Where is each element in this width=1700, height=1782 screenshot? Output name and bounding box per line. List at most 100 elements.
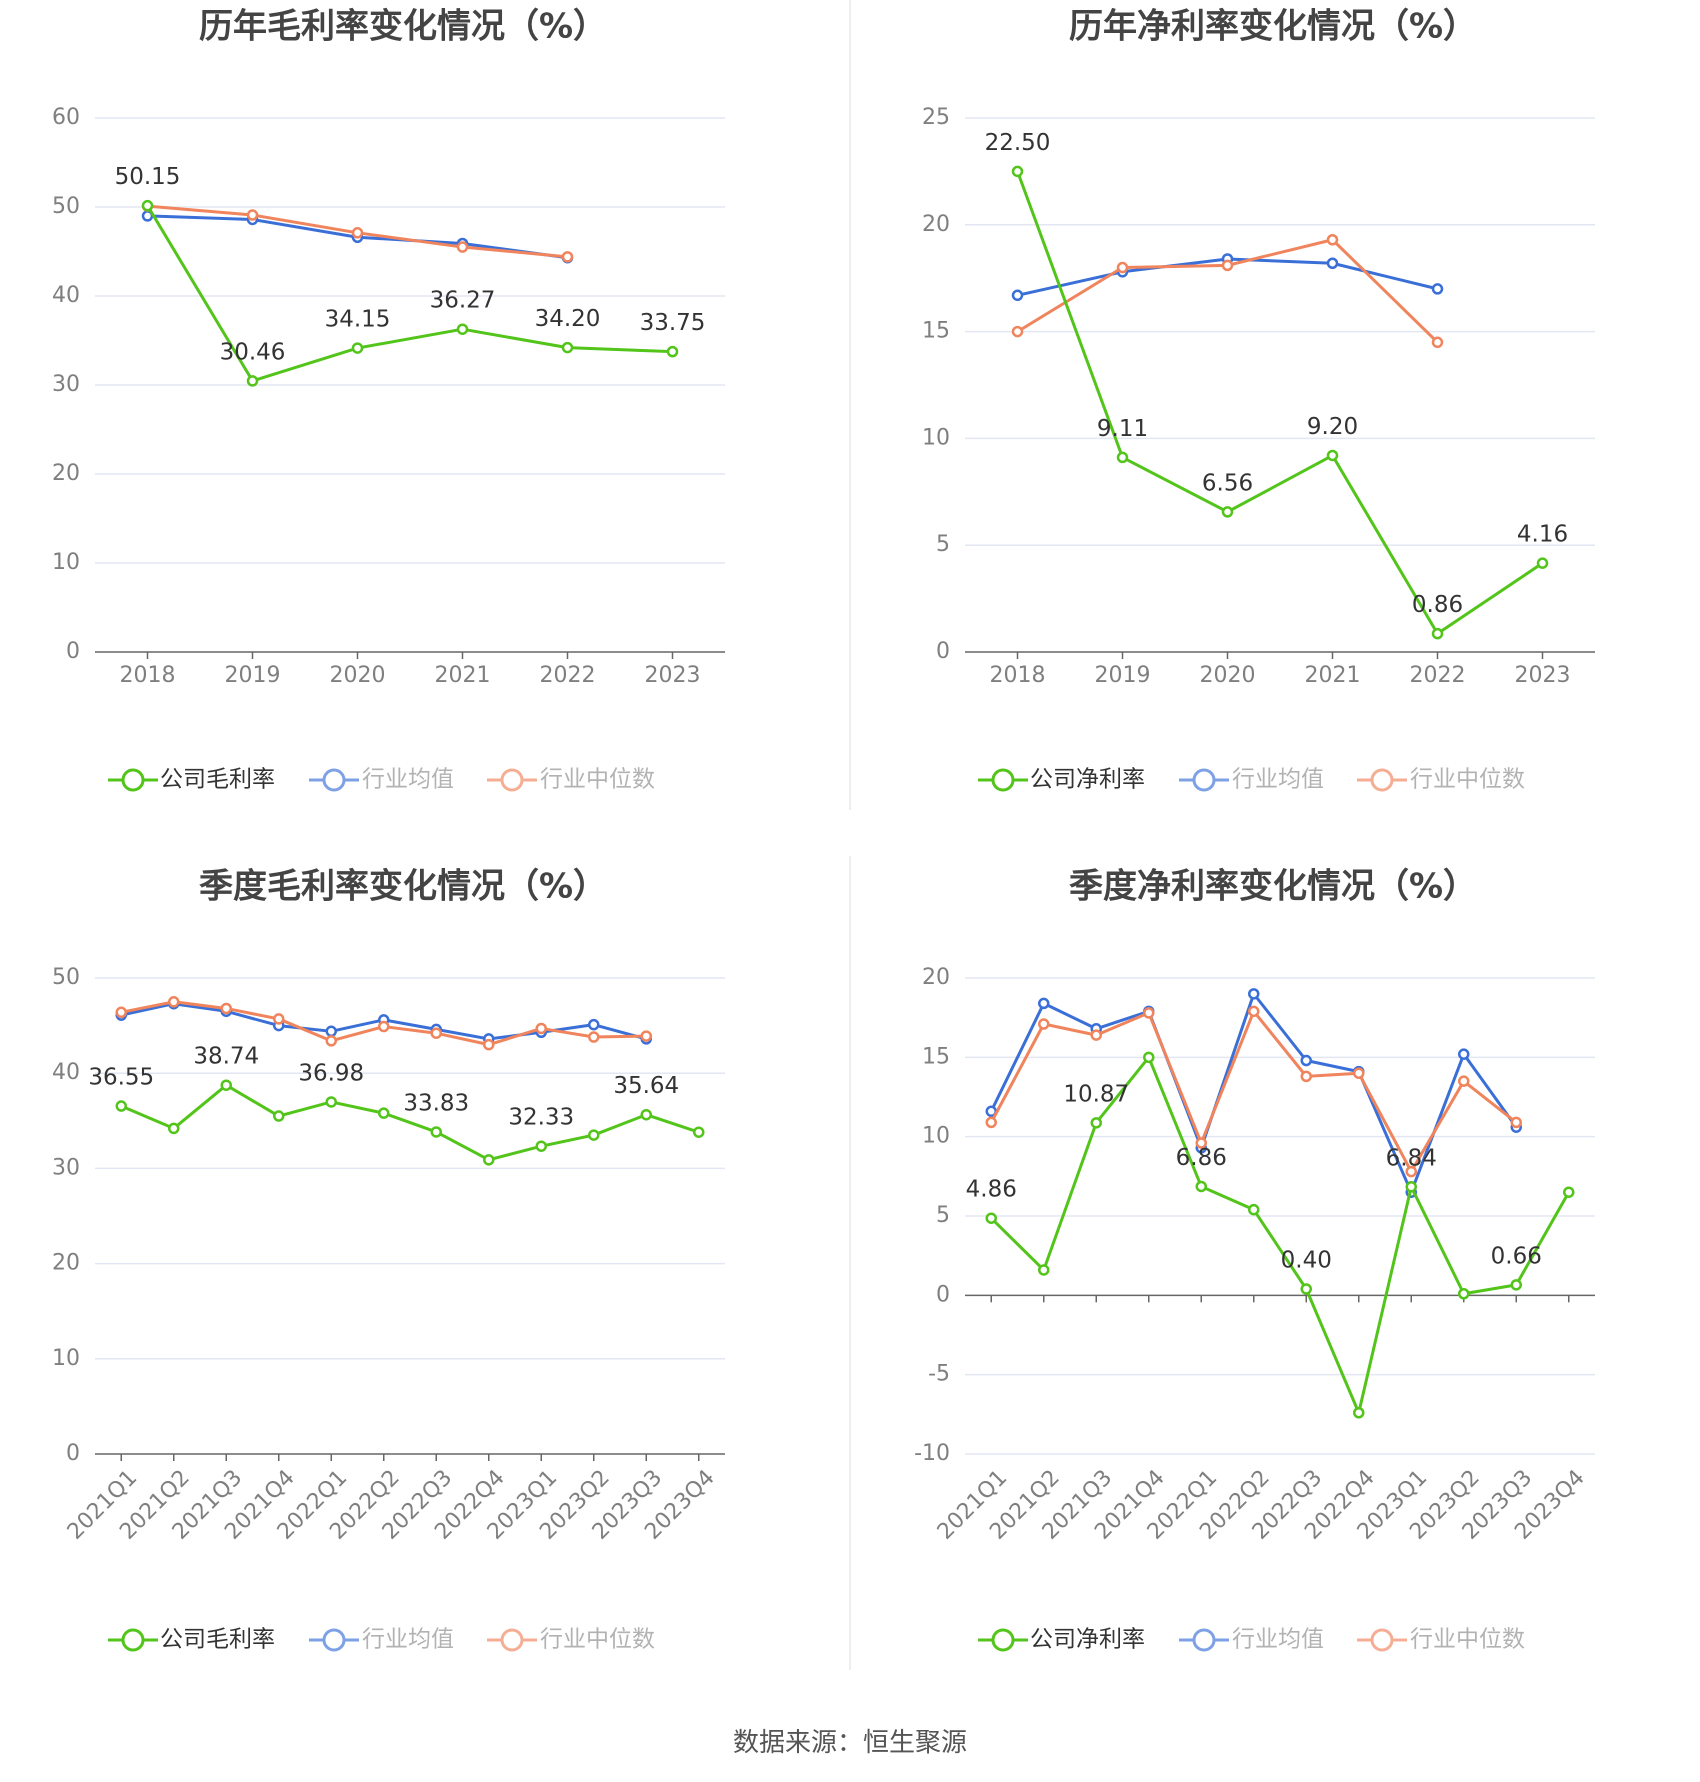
data-label: 35.64 — [613, 1073, 679, 1099]
y-tick-label: 10 — [922, 1124, 950, 1149]
data-point-median — [430, 1027, 442, 1039]
data-label: 34.15 — [325, 307, 391, 333]
data-point-company — [1248, 1203, 1260, 1216]
legend-label: 公司净利率 — [1030, 767, 1145, 793]
data-point-company — [1536, 557, 1549, 569]
y-tick-label: -10 — [914, 1441, 950, 1466]
data-point-median — [246, 209, 259, 221]
data-point-median — [1248, 1005, 1260, 1018]
data-label: 33.75 — [640, 310, 706, 336]
y-tick-label: 20 — [922, 212, 950, 237]
y-tick-label: 50 — [52, 965, 80, 990]
data-point-median — [1143, 1007, 1155, 1019]
legend-item-company: 公司毛利率 — [108, 767, 275, 793]
data-label: 34.20 — [535, 306, 601, 332]
series-line-company — [120, 1083, 700, 1162]
data-source-text: 数据来源：恒生聚源 — [732, 1728, 967, 1758]
legend-marker — [1370, 768, 1394, 792]
legend-marker — [991, 1628, 1015, 1652]
data-label: 6.56 — [1202, 470, 1253, 496]
data-point-median — [1353, 1067, 1365, 1079]
data-point-median — [1090, 1029, 1102, 1041]
data-point-company — [1405, 1181, 1417, 1193]
legend-label: 行业中位数 — [1410, 1627, 1525, 1653]
data-point-median — [1405, 1165, 1417, 1178]
data-point-company — [666, 345, 679, 358]
data-point-company — [1090, 1117, 1102, 1129]
data-point-company — [1326, 449, 1339, 462]
data-point-company — [483, 1154, 495, 1166]
data-point-median — [325, 1035, 337, 1047]
x-tick-label: 2022 — [1410, 663, 1466, 688]
legend-item-avg: 行业均值 — [309, 767, 454, 793]
data-point-median — [1300, 1070, 1312, 1083]
data-point-avg — [1248, 988, 1260, 1000]
data-point-avg — [325, 1025, 337, 1038]
data-point-company — [220, 1079, 232, 1091]
legend-item-avg: 行业均值 — [1179, 767, 1324, 793]
legend-item-median: 行业中位数 — [487, 1627, 655, 1653]
y-tick-label: 20 — [52, 1251, 80, 1276]
y-tick-label: 15 — [922, 319, 950, 344]
data-point-company — [561, 341, 574, 354]
legend-item-median: 行业中位数 — [1357, 1627, 1525, 1653]
legend-label: 行业中位数 — [540, 1627, 655, 1653]
legend-marker — [500, 768, 524, 792]
y-tick-label: 15 — [922, 1044, 950, 1069]
legend-label: 公司毛利率 — [160, 767, 275, 793]
data-point-avg — [588, 1018, 600, 1031]
data-label: 0.40 — [1281, 1247, 1332, 1273]
legend-marker — [1192, 1628, 1216, 1652]
data-label: 9.20 — [1307, 414, 1358, 440]
data-point-company — [1011, 165, 1024, 178]
chart-panel-2: 历年净利率变化情况（%） 0 5 10 15 20 25 2018 2019 2020 2021 20… — [922, 7, 1595, 793]
data-point-median — [456, 241, 469, 253]
data-label: 32.33 — [508, 1105, 574, 1131]
data-point-median — [1326, 234, 1339, 246]
data-point-median — [351, 227, 364, 239]
chart-panel-3: 季度毛利率变化情况（%）010203040502021Q12021Q22021Q… — [52, 867, 725, 1653]
data-label: 6.86 — [1176, 1145, 1227, 1171]
legend-label: 公司净利率 — [1030, 1627, 1145, 1653]
y-tick-label: 30 — [52, 1155, 80, 1180]
data-point-company — [430, 1126, 442, 1138]
y-tick-label: 20 — [52, 461, 80, 486]
data-point-median — [1458, 1075, 1470, 1087]
y-tick-label: 0 — [66, 1441, 80, 1466]
data-label: 4.86 — [966, 1177, 1017, 1203]
data-point-median — [273, 1013, 285, 1025]
y-tick-label: 40 — [52, 283, 80, 308]
x-tick-label: 2018 — [990, 663, 1046, 688]
legend-marker — [322, 1628, 346, 1652]
data-point-company — [640, 1108, 652, 1121]
legend-item-median: 行业中位数 — [1357, 767, 1525, 793]
data-point-company — [1353, 1406, 1365, 1419]
y-tick-label: 25 — [922, 105, 950, 130]
x-tick-label: 2020 — [330, 663, 386, 688]
data-point-company — [456, 323, 469, 335]
data-label: 10.87 — [1063, 1081, 1129, 1107]
data-point-company — [1300, 1283, 1312, 1295]
data-point-median — [1038, 1018, 1050, 1030]
x-tick-label: 2023 — [1515, 663, 1571, 688]
data-point-median — [1116, 261, 1129, 274]
data-point-median — [588, 1031, 600, 1043]
data-point-median — [535, 1022, 547, 1035]
data-point-company — [115, 1100, 127, 1112]
data-point-median — [1431, 336, 1444, 349]
data-label: 36.55 — [88, 1065, 154, 1091]
data-point-median — [1221, 259, 1234, 272]
legend-marker — [1192, 768, 1216, 792]
chart-title: 季度毛利率变化情况（%） — [199, 867, 607, 907]
y-tick-label: 10 — [52, 550, 80, 575]
series-line-company — [1016, 170, 1544, 636]
data-point-avg — [1458, 1048, 1470, 1060]
data-point-company — [168, 1122, 180, 1135]
legend-label: 行业均值 — [362, 767, 454, 793]
chart-panel-4: 季度净利率变化情况（%）-10-5051015202021Q12021Q2202… — [914, 867, 1595, 1653]
legend-marker — [991, 768, 1015, 792]
data-point-company — [273, 1110, 285, 1122]
data-point-avg — [1431, 283, 1444, 295]
data-label: 9.11 — [1097, 416, 1148, 442]
